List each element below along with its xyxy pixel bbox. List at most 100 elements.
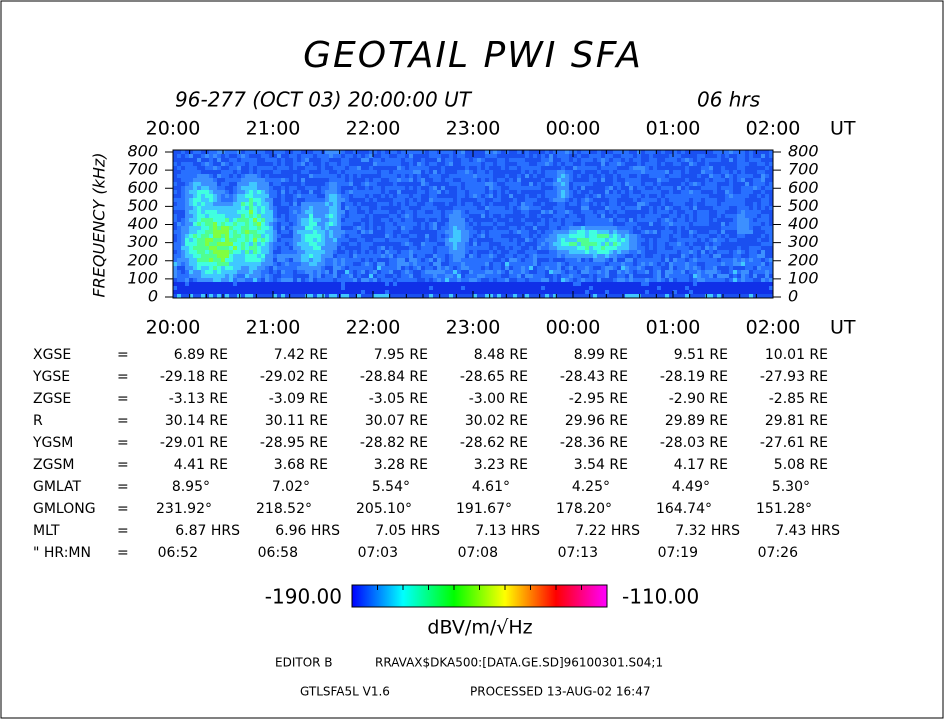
- spectrogram-cell: [309, 274, 313, 278]
- spectrogram-cell: [381, 270, 385, 274]
- spectrogram-cell: [269, 182, 273, 186]
- spectrogram-cell: [625, 226, 629, 230]
- spectrogram-cell: [529, 174, 533, 178]
- spectrogram-cell: [581, 290, 585, 294]
- spectrogram-cell: [505, 202, 509, 206]
- spectrogram-cell: [245, 186, 249, 190]
- spectrogram-cell: [249, 206, 253, 210]
- spectrogram-cell: [501, 278, 505, 282]
- spectrogram-cell: [429, 290, 433, 294]
- spectrogram-cell: [281, 202, 285, 206]
- spectrogram-cell: [325, 214, 329, 218]
- spectrogram-cell: [233, 170, 237, 174]
- spectrogram-cell: [261, 218, 265, 222]
- spectrogram-cell: [257, 158, 261, 162]
- spectrogram-cell: [701, 174, 705, 178]
- spectrogram-cell: [469, 222, 473, 226]
- spectrogram-cell: [501, 270, 505, 274]
- spectrogram-cell: [665, 158, 669, 162]
- spectrogram-cell: [493, 290, 497, 294]
- spectrogram-cell: [481, 238, 485, 242]
- spectrogram-cell: [197, 294, 201, 298]
- spectrogram-cell: [521, 250, 525, 254]
- spectrogram-cell: [429, 258, 433, 262]
- spectrogram-cell: [369, 238, 373, 242]
- spectrogram-cell: [313, 150, 317, 154]
- spectrogram-cell: [253, 178, 257, 182]
- spectrogram-cell: [445, 178, 449, 182]
- spectrogram-cell: [557, 206, 561, 210]
- spectrogram-cell: [357, 150, 361, 154]
- spectrogram-cell: [393, 258, 397, 262]
- spectrogram-cell: [565, 158, 569, 162]
- spectrogram-cell: [209, 170, 213, 174]
- spectrogram-cell: [337, 198, 341, 202]
- spectrogram-cell: [241, 234, 245, 238]
- spectrogram-cell: [701, 294, 705, 298]
- spectrogram-cell: [549, 234, 553, 238]
- spectrogram-cell: [401, 266, 405, 270]
- spectrogram-cell: [225, 286, 229, 290]
- spectrogram-cell: [697, 206, 701, 210]
- spectrogram-cell: [229, 278, 233, 282]
- spectrogram-cell: [685, 178, 689, 182]
- spectrogram-cell: [285, 258, 289, 262]
- spectrogram-cell: [445, 294, 449, 298]
- spectrogram-cell: [553, 262, 557, 266]
- spectrogram-cell: [653, 190, 657, 194]
- spectrogram-cell: [229, 270, 233, 274]
- spectrogram-cell: [369, 186, 373, 190]
- spectrogram-cell: [569, 270, 573, 274]
- spectrogram-cell: [225, 254, 229, 258]
- spectrogram-cell: [645, 266, 649, 270]
- spectrogram-cell: [413, 210, 417, 214]
- spectrogram-cell: [477, 166, 481, 170]
- spectrogram-cell: [461, 154, 465, 158]
- spectrogram-cell: [349, 174, 353, 178]
- spectrogram-cell: [313, 250, 317, 254]
- spectrogram-cell: [697, 162, 701, 166]
- spectrogram-cell: [541, 250, 545, 254]
- spectrogram-cell: [685, 230, 689, 234]
- spectrogram-cell: [501, 246, 505, 250]
- spectrogram-cell: [685, 166, 689, 170]
- spectrogram-cell: [421, 254, 425, 258]
- spectrogram-cell: [405, 290, 409, 294]
- spectrogram-cell: [193, 242, 197, 246]
- spectrogram-cell: [269, 234, 273, 238]
- spectrogram-cell: [197, 178, 201, 182]
- spectrogram-cell: [501, 178, 505, 182]
- spectrogram-cell: [417, 158, 421, 162]
- spectrogram-cell: [253, 174, 257, 178]
- spectrogram-cell: [341, 186, 345, 190]
- spectrogram-cell: [449, 166, 453, 170]
- spectrogram-cell: [461, 210, 465, 214]
- spectrogram-cell: [205, 246, 209, 250]
- spectrogram-cell: [237, 182, 241, 186]
- spectrogram-cell: [649, 290, 653, 294]
- spectrogram-cell: [585, 158, 589, 162]
- spectrogram-cell: [417, 198, 421, 202]
- spectrogram-cell: [581, 266, 585, 270]
- spectrogram-cell: [497, 182, 501, 186]
- spectrogram-cell: [269, 206, 273, 210]
- spectrogram-cell: [329, 278, 333, 282]
- spectrogram-cell: [181, 150, 185, 154]
- spectrogram-cell: [485, 218, 489, 222]
- spectrogram-cell: [305, 286, 309, 290]
- spectrogram-cell: [561, 274, 565, 278]
- spectrogram-cell: [477, 270, 481, 274]
- spectrogram-cell: [537, 234, 541, 238]
- spectrogram-cell: [581, 270, 585, 274]
- spectrogram-cell: [569, 206, 573, 210]
- spectrogram-cell: [373, 242, 377, 246]
- spectrogram-cell: [581, 226, 585, 230]
- spectrogram-cell: [537, 246, 541, 250]
- spectrogram-cell: [381, 178, 385, 182]
- spectrogram-cell: [705, 214, 709, 218]
- spectrogram-cell: [585, 218, 589, 222]
- spectrogram-cell: [209, 286, 213, 290]
- spectrogram-cell: [477, 170, 481, 174]
- spectrogram-cell: [361, 234, 365, 238]
- spectrogram-cell: [409, 274, 413, 278]
